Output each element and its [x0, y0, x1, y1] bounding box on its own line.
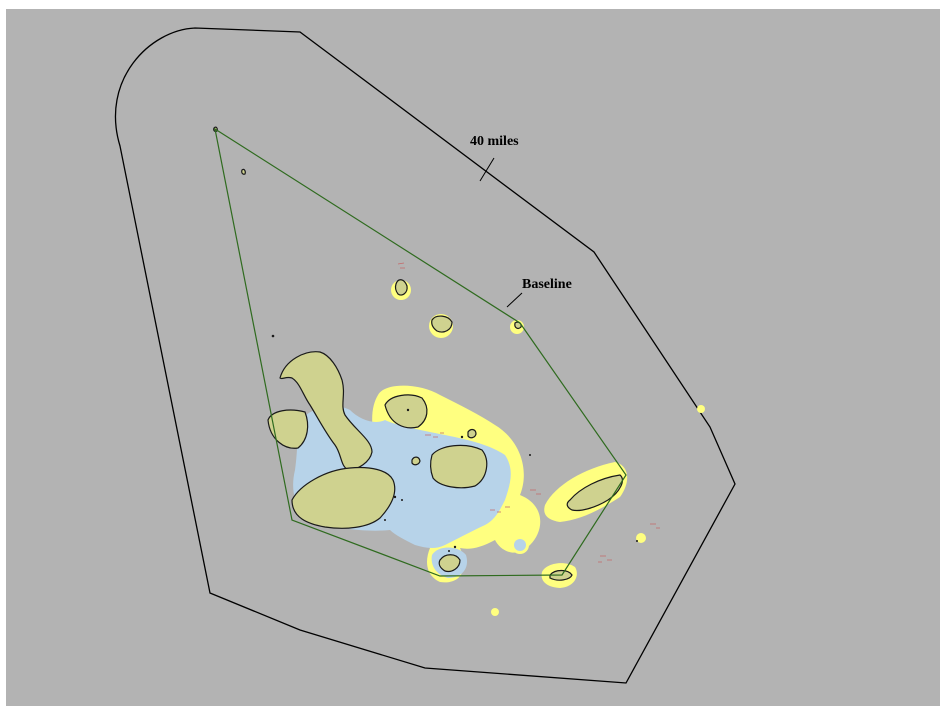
limit-label-leader	[479, 157, 495, 182]
limit-label: 40 miles	[470, 134, 519, 149]
limit-boundary-line	[114, 27, 736, 684]
baseline-polygon	[214, 127, 627, 577]
baseline-label-leader	[506, 292, 523, 308]
islands	[213, 126, 623, 581]
island-pinta	[394, 279, 408, 296]
island-isabela-south	[291, 466, 396, 529]
island-santiago	[384, 394, 428, 429]
island-baltra	[467, 428, 477, 439]
island-darwin	[241, 168, 246, 175]
baseline-label: Baseline	[522, 277, 572, 292]
island-fernandina	[267, 409, 309, 449]
island-san-cristobal	[566, 474, 623, 512]
map-frame: 40 miles Baseline	[6, 9, 940, 706]
island-floreana	[438, 554, 461, 573]
island-pinzon	[411, 456, 421, 466]
island-marchena	[431, 315, 453, 333]
island-isabela-north	[279, 351, 373, 471]
island-santa-cruz	[430, 444, 488, 489]
map-canvas: 40 miles Baseline	[114, 27, 736, 684]
sounding-marks	[397, 262, 660, 563]
islets	[271, 334, 638, 552]
